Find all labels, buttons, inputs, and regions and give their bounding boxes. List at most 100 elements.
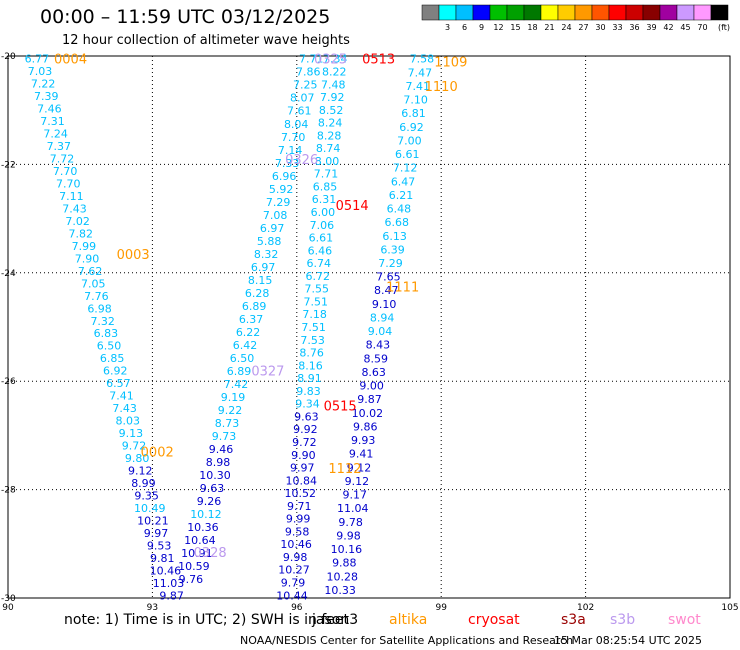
legend-swatch <box>455 4 474 21</box>
swh-value: 7.00 <box>397 134 422 147</box>
legend-swatch <box>574 4 593 21</box>
swh-value: 7.02 <box>65 215 90 228</box>
swh-value: 7.47 <box>408 66 433 79</box>
swh-value: 11.04 <box>337 502 369 515</box>
swh-value: 8.15 <box>248 274 273 287</box>
swh-value: 6.81 <box>401 107 426 120</box>
swh-value: 8.73 <box>215 417 240 430</box>
legend-label: 39 <box>646 23 656 32</box>
legend-label: 18 <box>527 23 537 32</box>
swh-value: 6.31 <box>312 193 337 206</box>
swh-value: 6.74 <box>307 257 332 270</box>
swh-value: 9.99 <box>286 513 311 526</box>
swh-value: 10.46 <box>150 564 182 577</box>
swh-value: 10.59 <box>178 560 210 573</box>
pass-label: 1112 <box>328 462 361 477</box>
legend-swatch <box>642 4 661 21</box>
swh-value: 9.79 <box>281 577 306 590</box>
swh-value: 5.92 <box>269 183 294 196</box>
swh-value: 10.84 <box>286 474 318 487</box>
swh-value: 10.33 <box>324 584 356 597</box>
swh-value: 7.65 <box>376 271 401 284</box>
swh-value: 8.07 <box>290 92 315 105</box>
swh-value: 9.00 <box>359 380 384 393</box>
swh-value: 7.51 <box>303 295 328 308</box>
swh-value: 8.91 <box>297 372 322 385</box>
swh-value: 6.48 <box>387 203 412 216</box>
pass-label: 0003 <box>117 248 150 263</box>
swh-value: 6.50 <box>230 352 255 365</box>
x-tick-label: 90 <box>2 603 14 613</box>
legend-label: 30 <box>595 23 605 32</box>
legend-swatch <box>523 4 542 21</box>
swh-value: 6.61 <box>309 232 334 245</box>
sensor-altika: altika <box>389 612 428 628</box>
pass-label: 1109 <box>434 55 467 70</box>
swh-value: 8.52 <box>319 104 344 117</box>
swh-value: 9.97 <box>290 462 315 475</box>
swh-value: 9.80 <box>125 452 150 465</box>
swh-value: 7.18 <box>302 308 327 321</box>
swh-value: 9.63 <box>200 482 225 495</box>
swh-value: 8.22 <box>322 65 347 78</box>
swh-value: 8.99 <box>131 477 156 490</box>
swh-value: 9.12 <box>128 465 153 478</box>
x-tick-label: 105 <box>721 603 738 613</box>
plot-frame <box>7 55 731 599</box>
swh-value: 9.90 <box>291 449 316 462</box>
pass-label: 0515 <box>324 400 357 415</box>
swh-value: 8.03 <box>116 415 141 428</box>
legend-label: 15 <box>510 23 520 32</box>
legend-label: 6 <box>462 23 467 32</box>
y-tick-label: -30 <box>1 594 16 604</box>
swh-value: 7.92 <box>320 91 345 104</box>
swh-value: 10.36 <box>187 521 219 534</box>
swh-value: 6.72 <box>306 270 331 283</box>
legend-swatch <box>676 4 695 21</box>
swh-value: 6.89 <box>227 365 252 378</box>
swh-value: 10.12 <box>190 508 222 521</box>
swh-value: 8.94 <box>370 311 395 324</box>
pass-label: 1110 <box>425 80 458 95</box>
swh-value: 8.04 <box>284 118 309 131</box>
footer-note: note: 1) Time is in UTC; 2) SWH is in fe… <box>64 612 350 628</box>
swh-value: 8.63 <box>361 366 386 379</box>
swh-value: 9.71 <box>287 500 312 513</box>
swh-value: 9.73 <box>212 430 237 443</box>
swh-value: 8.32 <box>254 248 279 261</box>
swh-value: 10.30 <box>199 469 231 482</box>
swh-value: 7.34 <box>323 53 348 66</box>
swh-value: 8.47 <box>374 284 399 297</box>
y-tick-label: -20 <box>1 52 16 62</box>
swh-value: 6.96 <box>272 170 297 183</box>
swh-value: 7.58 <box>410 53 435 66</box>
swh-value: 9.10 <box>372 298 397 311</box>
swh-value: 9.53 <box>147 539 172 552</box>
swh-value: 9.13 <box>119 427 144 440</box>
swh-value: 9.92 <box>293 423 318 436</box>
legend-swatch <box>693 4 712 21</box>
swh-value: 6.97 <box>251 261 276 274</box>
pass-label: 0328 <box>194 546 227 561</box>
swh-value: 6.39 <box>380 243 405 256</box>
sensor-jason3: jason3 <box>312 612 359 628</box>
legend-swatch <box>710 4 729 21</box>
legend-swatch <box>608 4 627 21</box>
sensor-swot: swot <box>668 612 701 628</box>
swh-value: 9.97 <box>144 527 169 540</box>
swh-value: 10.21 <box>137 514 169 527</box>
pass-labels: 0004 0003 0002 0328 0327 0326 0325 0513 0514 0515… <box>54 53 467 561</box>
swh-value: 7.70 <box>281 131 306 144</box>
footer-credit: NOAA/NESDIS Center for Satellite Applica… <box>240 634 574 647</box>
swh-value: 8.16 <box>298 359 323 372</box>
swh-value: 6.68 <box>385 216 410 229</box>
swh-value: 6.46 <box>308 244 333 257</box>
swh-value: 10.46 <box>280 538 312 551</box>
legend-label: 42 <box>663 23 673 32</box>
pass-label: 0513 <box>362 53 395 68</box>
swh-value: 10.28 <box>326 570 358 583</box>
swh-value: 10.49 <box>134 502 166 515</box>
legend-unit: (ft) <box>718 23 730 32</box>
page-title: 00:00 – 11:59 UTC 03/12/2025 <box>40 6 331 28</box>
sensor-s3b: s3b <box>610 612 636 628</box>
